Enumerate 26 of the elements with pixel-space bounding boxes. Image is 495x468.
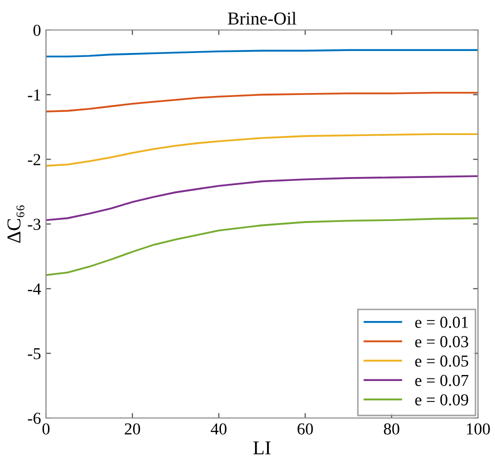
x-tick-label: 0 xyxy=(42,423,50,435)
line-series xyxy=(46,133,478,167)
x-axis-title: LI xyxy=(253,442,270,454)
legend-label: e = 0.03 xyxy=(415,336,468,348)
y-tick-label: -5 xyxy=(28,348,40,360)
legend-label: e = 0.09 xyxy=(415,394,468,406)
x-tick-label: 100 xyxy=(466,423,490,435)
legend-label: e = 0.05 xyxy=(415,355,468,367)
y-tick-label: -3 xyxy=(28,218,40,230)
legend-label: e = 0.07 xyxy=(415,374,468,386)
line-series xyxy=(46,217,478,276)
line-series xyxy=(46,175,478,222)
x-tick-label: 40 xyxy=(210,423,226,435)
x-tick-label: 80 xyxy=(384,423,400,435)
x-tick-label: 20 xyxy=(124,423,140,435)
y-axis-title: ΔC₆₆ xyxy=(7,205,24,243)
line-series xyxy=(46,92,478,112)
y-tick-label: -4 xyxy=(28,283,41,294)
line-series xyxy=(46,49,478,58)
y-tick-label: -1 xyxy=(28,89,40,100)
y-tick-label: -6 xyxy=(28,412,41,424)
chart-title: Brine-Oil xyxy=(228,12,296,25)
legend-label: e = 0.01 xyxy=(415,316,468,328)
x-tick-label: 60 xyxy=(298,423,313,435)
y-tick-label: -2 xyxy=(28,154,40,166)
y-tick-label: 0 xyxy=(33,24,41,36)
